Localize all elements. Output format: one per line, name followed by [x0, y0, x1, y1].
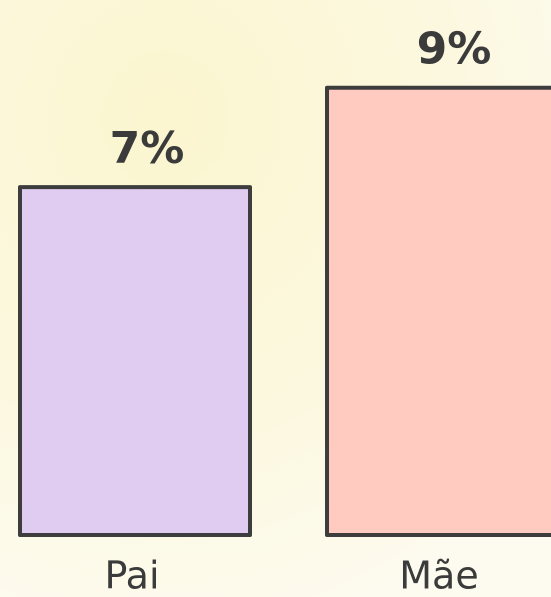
bar	[325, 85, 551, 537]
bar	[18, 185, 252, 537]
value-label: 7%	[110, 123, 185, 174]
x-tick-label: Mãe	[399, 554, 478, 597]
value-label: 9%	[417, 24, 492, 75]
x-tick-label: Pai	[104, 554, 159, 597]
